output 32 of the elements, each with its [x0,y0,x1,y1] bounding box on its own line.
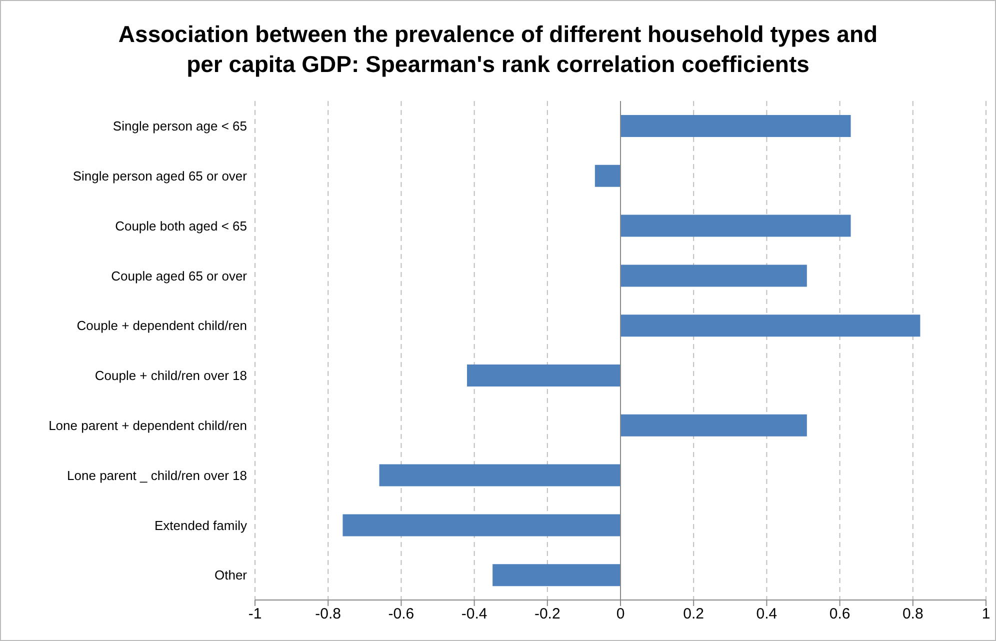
x-tick-label: 0.2 [683,606,704,623]
y-tick-label: Lone parent + dependent child/ren [48,418,247,433]
x-tick-label: -0.6 [388,606,414,623]
bar [342,514,620,536]
x-tick-label: -1 [248,606,262,623]
y-tick-label: Extended family [154,518,248,533]
bar [594,164,620,187]
y-tick-label: Couple + dependent child/ren [76,318,247,334]
x-tick-label: 1 [982,606,990,623]
y-tick-label: Other [214,568,248,583]
x-tick-label: -0.4 [461,606,488,623]
x-tick-label: -0.8 [315,606,342,623]
x-tick-label: 0 [616,606,625,623]
bar [466,364,620,386]
y-tick-label: Couple + child/ren over 18 [94,368,247,384]
bar [620,414,807,436]
bar [620,314,920,337]
bar [620,214,851,237]
y-tick-label: Single person aged 65 or over [72,168,248,184]
y-tick-label: Single person age < 65 [112,118,247,134]
y-tick-label: Couple aged 65 or over [111,268,248,284]
bar [620,264,807,287]
x-tick-label: 0.8 [902,606,924,623]
chart-title: Association between the prevalence of different household types and per capita GDP: Spearman's rank correlation coefficients [117,20,879,79]
x-tick-label: 0.4 [756,606,778,623]
y-tick-label: Couple both aged < 65 [115,218,247,234]
bar [379,464,620,486]
x-tick-label: -0.2 [534,606,560,623]
y-tick-label: Lone parent _ child/ren over 18 [67,468,247,483]
bar [492,564,620,586]
bar [620,115,851,137]
x-tick-label: 0.6 [829,606,850,623]
